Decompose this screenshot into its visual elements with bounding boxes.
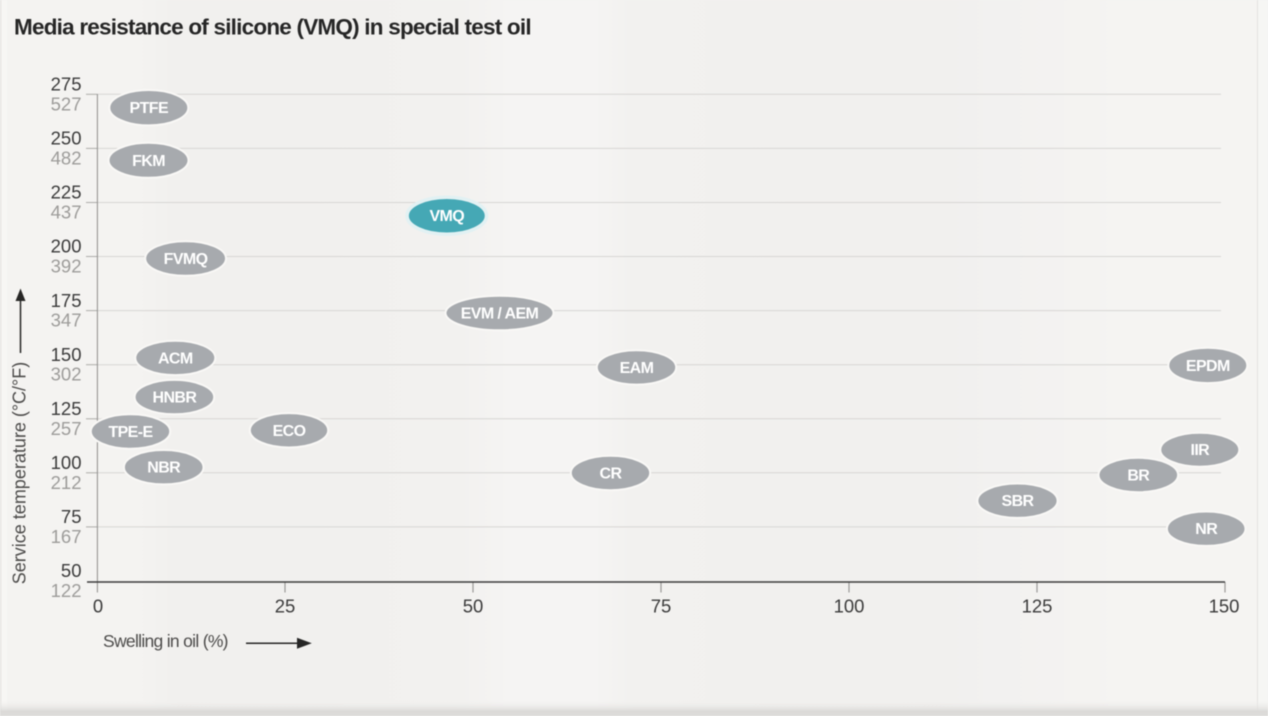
svg-text:482: 482 xyxy=(51,147,82,168)
svg-text:IIR: IIR xyxy=(1190,442,1210,459)
svg-text:302: 302 xyxy=(51,364,82,385)
svg-text:SBR: SBR xyxy=(1002,493,1035,510)
svg-text:150: 150 xyxy=(51,344,82,365)
svg-text:75: 75 xyxy=(651,596,672,617)
svg-text:347: 347 xyxy=(51,310,82,331)
svg-text:FVMQ: FVMQ xyxy=(164,251,208,268)
svg-text:257: 257 xyxy=(51,418,82,439)
svg-text:50: 50 xyxy=(61,560,82,581)
svg-text:50: 50 xyxy=(463,596,484,617)
svg-text:NR: NR xyxy=(1195,521,1218,538)
svg-text:ECO: ECO xyxy=(273,423,306,440)
svg-text:437: 437 xyxy=(51,202,82,223)
svg-text:250: 250 xyxy=(51,128,82,149)
svg-text:Swelling in oil (%): Swelling in oil (%) xyxy=(103,631,228,651)
svg-text:150: 150 xyxy=(1209,596,1240,617)
svg-text:122: 122 xyxy=(51,580,82,601)
svg-text:225: 225 xyxy=(51,182,82,203)
svg-text:NBR: NBR xyxy=(147,460,181,477)
svg-text:TPE-E: TPE-E xyxy=(108,424,153,441)
svg-text:Service temperature (°C/°F): Service temperature (°C/°F) xyxy=(10,362,30,584)
svg-text:EAM: EAM xyxy=(620,360,654,377)
svg-text:275: 275 xyxy=(51,74,82,95)
svg-text:125: 125 xyxy=(1022,596,1053,617)
svg-text:527: 527 xyxy=(51,93,82,114)
svg-text:100: 100 xyxy=(51,452,82,473)
svg-text:EVM / AEM: EVM / AEM xyxy=(461,306,539,323)
svg-text:175: 175 xyxy=(51,290,82,311)
svg-text:200: 200 xyxy=(51,236,82,257)
svg-text:392: 392 xyxy=(51,256,82,277)
svg-text:25: 25 xyxy=(275,596,296,617)
svg-text:BR: BR xyxy=(1127,468,1150,485)
svg-text:0: 0 xyxy=(93,596,103,617)
svg-text:CR: CR xyxy=(600,466,623,483)
svg-text:ACM: ACM xyxy=(158,350,193,367)
svg-text:212: 212 xyxy=(51,472,82,493)
svg-text:PTFE: PTFE xyxy=(130,100,169,117)
svg-text:EPDM: EPDM xyxy=(1186,358,1230,375)
svg-text:167: 167 xyxy=(51,526,82,547)
svg-text:VMQ: VMQ xyxy=(429,208,464,225)
svg-text:100: 100 xyxy=(834,596,865,617)
svg-text:Media resistance of silicone (: Media resistance of silicone (VMQ) in sp… xyxy=(14,14,531,39)
svg-text:125: 125 xyxy=(51,398,82,419)
svg-text:HNBR: HNBR xyxy=(152,390,197,407)
svg-text:75: 75 xyxy=(61,506,82,527)
svg-text:FKM: FKM xyxy=(132,153,165,170)
